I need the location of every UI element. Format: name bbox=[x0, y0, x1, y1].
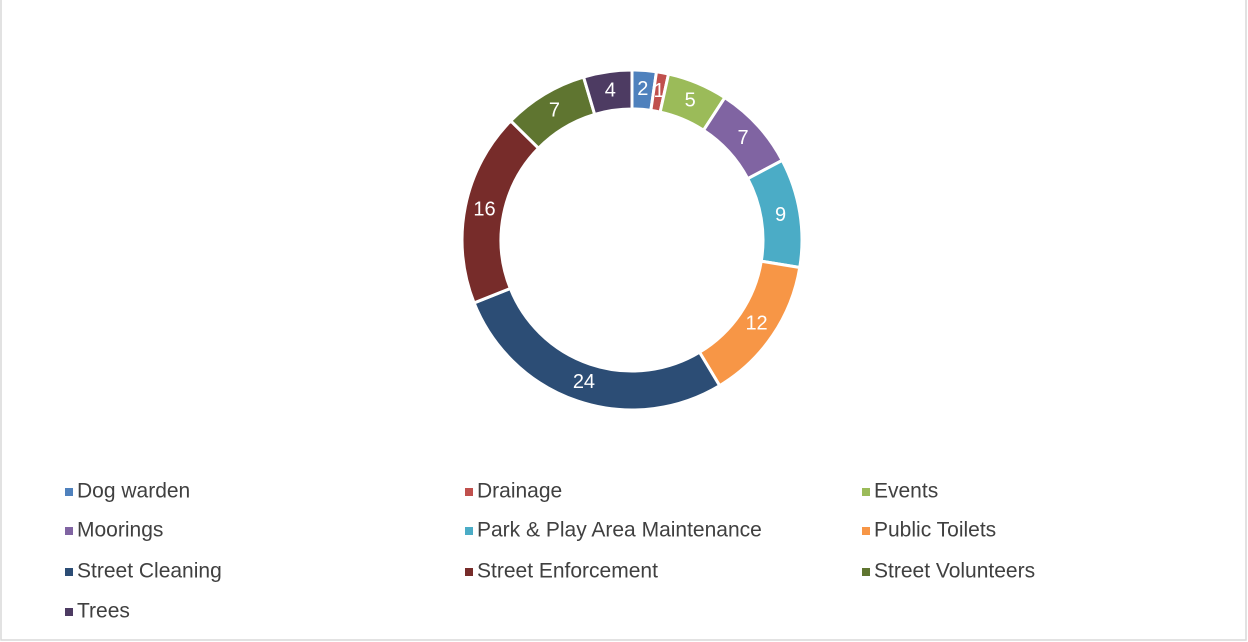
data-label: 12 bbox=[745, 313, 767, 335]
data-label: 1 bbox=[653, 80, 664, 102]
data-label: 4 bbox=[605, 79, 616, 101]
legend-label: Street Enforcement bbox=[477, 560, 658, 583]
legend-label: Street Volunteers bbox=[874, 560, 1035, 583]
legend-label: Events bbox=[874, 480, 938, 503]
data-label: 9 bbox=[775, 204, 786, 226]
legend-marker bbox=[65, 568, 73, 576]
data-label: 7 bbox=[549, 99, 560, 121]
legend-label: Dog warden bbox=[77, 480, 190, 503]
legend-label: Park & Play Area Maintenance bbox=[477, 519, 762, 542]
legend-marker bbox=[862, 488, 870, 496]
legend-label: Street Cleaning bbox=[77, 560, 222, 583]
data-label: 24 bbox=[573, 371, 595, 393]
data-label: 2 bbox=[637, 78, 648, 100]
legend-marker bbox=[465, 527, 473, 535]
legend-marker bbox=[65, 527, 73, 535]
legend-marker bbox=[465, 568, 473, 576]
legend-marker bbox=[65, 608, 73, 616]
legend-label: Trees bbox=[77, 600, 130, 623]
data-label: 5 bbox=[685, 89, 696, 111]
segment bbox=[581, 68, 634, 117]
data-label: 7 bbox=[738, 127, 749, 149]
legend-label: Drainage bbox=[477, 480, 562, 503]
legend-marker bbox=[465, 488, 473, 496]
data-label: 16 bbox=[473, 199, 495, 221]
legend-label: Moorings bbox=[77, 519, 163, 542]
legend-marker bbox=[862, 568, 870, 576]
legend-marker bbox=[65, 488, 73, 496]
legend-marker bbox=[862, 527, 870, 535]
legend-label: Public Toilets bbox=[874, 519, 996, 542]
